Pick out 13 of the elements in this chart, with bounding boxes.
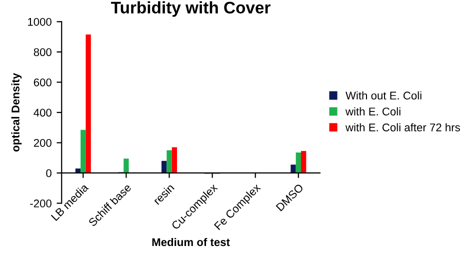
y-tick-label: -200 bbox=[30, 200, 52, 208]
legend-label: With out E. Coli bbox=[346, 91, 422, 100]
y-tick-label: 600 bbox=[34, 78, 52, 86]
y-tick-label: 800 bbox=[34, 48, 52, 56]
legend-label: with E. Coli after 72 hrs bbox=[345, 123, 460, 132]
y-tick-label: 400 bbox=[34, 108, 52, 117]
y-tick-label: 200 bbox=[34, 138, 52, 147]
legend-label: with E. Coli bbox=[345, 107, 400, 116]
chart-title: Turbidity with Cover bbox=[111, 1, 270, 17]
y-tick-label: 1000 bbox=[28, 18, 52, 26]
y-tick-label: 0 bbox=[46, 169, 52, 178]
x-axis-title: Medium of test bbox=[152, 238, 230, 246]
y-axis-title: optical Density bbox=[11, 73, 22, 152]
